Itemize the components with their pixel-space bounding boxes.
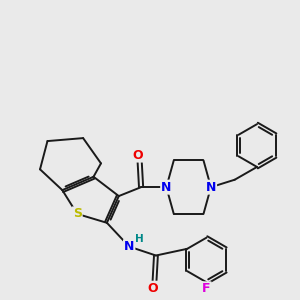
Text: N: N xyxy=(206,181,216,194)
Text: O: O xyxy=(133,148,143,162)
Text: S: S xyxy=(73,207,82,220)
Text: O: O xyxy=(148,282,158,295)
Text: N: N xyxy=(124,240,134,253)
Text: H: H xyxy=(135,234,144,244)
Text: F: F xyxy=(202,282,211,295)
Text: N: N xyxy=(161,181,172,194)
